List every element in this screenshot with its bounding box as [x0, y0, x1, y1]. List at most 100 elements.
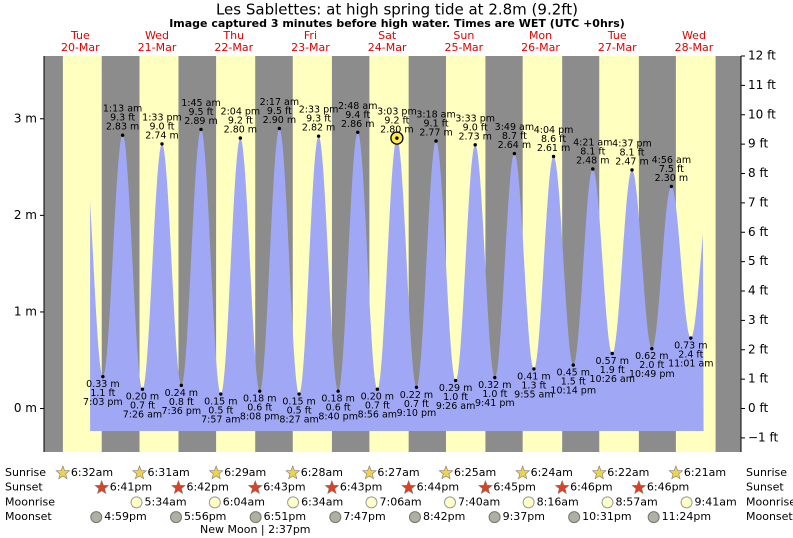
y2-tick-label: 2 ft — [748, 342, 768, 356]
low-label: 0.18 m — [321, 394, 354, 405]
low-label: 8:56 am — [358, 410, 397, 421]
tide-point — [453, 378, 458, 383]
day-name: Fri — [304, 29, 317, 42]
low-label: 0.45 m — [557, 368, 590, 379]
low-label: 1.0 ft — [482, 389, 507, 400]
high-label: 8.6 ft — [541, 134, 566, 145]
row-time: 5:34am — [144, 495, 186, 508]
high-label: 1:45 am — [181, 98, 220, 109]
low-label: 9:55 am — [514, 389, 553, 400]
high-label: 3:33 pm — [455, 113, 495, 124]
y2-tick-label: 10 ft — [748, 107, 776, 121]
high-label: 2.30 m — [655, 173, 688, 184]
tide-point — [101, 374, 105, 379]
low-label: 1.0 ft — [443, 392, 468, 403]
tide-area — [90, 128, 704, 431]
tide-point — [669, 184, 674, 189]
tide-point — [375, 387, 380, 391]
day-name: Wed — [682, 29, 706, 42]
tide-point — [258, 389, 262, 393]
row-time: 6:43pm — [263, 481, 305, 494]
row-label: Sunset — [746, 481, 784, 494]
high-label: 3:03 pm — [377, 107, 417, 118]
sun-icon — [324, 479, 340, 495]
sun-icon — [591, 465, 607, 480]
high-label: 2:33 pm — [299, 105, 339, 116]
low-label: 0.18 m — [243, 394, 276, 405]
tide-point — [473, 143, 477, 147]
row-time: 8:42pm — [423, 510, 465, 523]
tide-point — [395, 136, 399, 140]
low-label: 0.41 m — [517, 371, 550, 382]
day-date: 26-Mar — [521, 41, 560, 54]
moon-icon — [444, 496, 457, 509]
row-time: 4:59pm — [104, 510, 146, 523]
sun-icon — [401, 479, 417, 495]
low-label: 8:40 pm — [318, 412, 358, 423]
low-label: 1.3 ft — [521, 380, 546, 391]
y2-tick-label: −1 ft — [748, 430, 779, 444]
row-time: 6:32am — [71, 466, 113, 479]
y2-tick-label: 11 ft — [748, 78, 776, 92]
tide-point — [316, 134, 321, 138]
day-name: Mon — [529, 29, 552, 42]
row-label: Moonset — [5, 510, 52, 523]
row-time: 9:37pm — [503, 510, 545, 523]
row-time: 7:47pm — [343, 510, 385, 523]
tide-point — [219, 392, 223, 396]
high-label: 1:33 pm — [142, 112, 182, 123]
row-label: Sunrise — [5, 466, 46, 479]
day-name: Tue — [70, 29, 90, 42]
row-time: 6:04am — [223, 495, 265, 508]
y2-tick-label: 9 ft — [748, 137, 768, 151]
y-tick-label: 3 m — [14, 111, 37, 125]
row-time: 6:51pm — [264, 510, 306, 523]
sun-icon — [132, 465, 148, 480]
low-label: 0.29 m — [439, 383, 472, 394]
sun-icon — [247, 479, 263, 495]
low-label: 2.4 ft — [678, 350, 703, 361]
low-label: 8:27 am — [279, 415, 318, 426]
row-time: 10:31pm — [582, 510, 631, 523]
y2-tick-label: 4 ft — [748, 284, 768, 298]
row-time: 6:46pm — [570, 481, 612, 494]
day-date: 25-Mar — [444, 41, 483, 54]
moon-icon — [130, 496, 143, 509]
high-label: 9.1 ft — [424, 118, 449, 129]
low-label: 0.33 m — [86, 379, 119, 390]
tide-point — [591, 167, 595, 171]
moon-icon — [90, 511, 103, 524]
moon-icon — [647, 511, 660, 524]
tide-point — [297, 392, 301, 396]
moon-icon — [249, 511, 262, 524]
row-time: 6:28am — [301, 466, 343, 479]
high-label: 2.90 m — [263, 115, 296, 126]
low-label: 0.20 m — [361, 392, 394, 403]
tide-point — [120, 133, 125, 137]
row-time: 9:41am — [695, 495, 737, 508]
high-label: 2.82 m — [302, 123, 335, 134]
y2-tick-label: 1 ft — [748, 372, 768, 386]
tide-point — [610, 351, 614, 356]
moon-icon — [680, 496, 693, 509]
day-name: Sun — [453, 29, 474, 42]
tide-point — [356, 130, 360, 135]
low-label: 0.6 ft — [326, 403, 351, 414]
y2-tick-label: 5 ft — [748, 254, 768, 268]
high-label: 2.64 m — [498, 140, 531, 151]
low-label: 0.15 m — [204, 397, 237, 408]
tide-point — [414, 385, 419, 389]
high-label: 2.83 m — [106, 122, 139, 133]
high-label: 4:04 pm — [534, 125, 574, 136]
high-label: 2:04 pm — [221, 107, 261, 118]
low-label: 1.9 ft — [600, 365, 625, 376]
high-label: 2.48 m — [576, 156, 609, 167]
chart-subtitle: Image captured 3 minutes before high wat… — [169, 17, 625, 30]
high-label: 2:48 am — [338, 101, 377, 112]
y-tick-label: 1 m — [14, 304, 37, 318]
row-label: Moonrise — [5, 495, 55, 508]
high-label: 2.80 m — [224, 125, 257, 136]
tide-point — [532, 367, 536, 371]
low-label: 0.15 m — [282, 397, 315, 408]
low-label: 9:26 am — [436, 401, 475, 412]
